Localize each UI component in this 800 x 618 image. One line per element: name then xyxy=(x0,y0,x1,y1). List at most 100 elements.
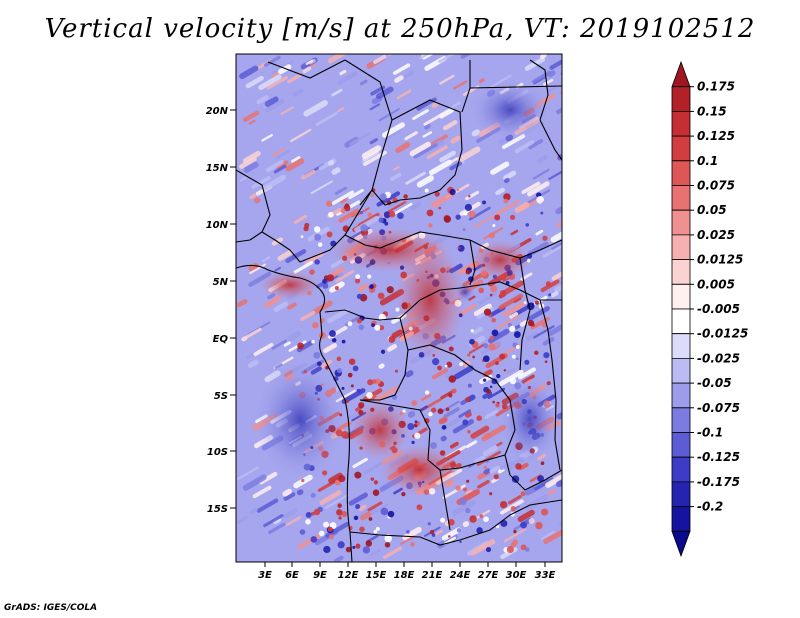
velocity-streak xyxy=(324,494,349,509)
velocity-streak xyxy=(242,474,267,491)
velocity-speckle xyxy=(545,281,551,287)
velocity-speckle xyxy=(534,300,539,305)
velocity-speckle xyxy=(347,321,353,327)
velocity-streak xyxy=(498,369,524,387)
velocity-speckle xyxy=(489,385,493,389)
velocity-speckle xyxy=(384,221,389,226)
velocity-speckle xyxy=(427,522,431,526)
velocity-speckle xyxy=(352,365,359,372)
velocity-speckle xyxy=(484,432,490,439)
velocity-speckle xyxy=(444,364,448,368)
velocity-speckle xyxy=(491,329,499,337)
velocity-streak xyxy=(327,308,349,324)
velocity-streak xyxy=(540,279,560,293)
downdraft-area xyxy=(455,282,475,302)
lat-label: 15N xyxy=(206,163,229,174)
velocity-speckle xyxy=(537,475,545,482)
velocity-speckle xyxy=(482,378,487,382)
velocity-streak xyxy=(405,171,426,185)
velocity-streak xyxy=(378,363,385,369)
velocity-speckle xyxy=(388,335,396,343)
velocity-streak xyxy=(542,245,562,258)
velocity-streak xyxy=(376,191,401,207)
velocity-speckle xyxy=(365,540,373,547)
velocity-streak xyxy=(547,70,556,78)
velocity-streak xyxy=(412,109,429,121)
velocity-speckle xyxy=(355,274,361,280)
velocity-speckle xyxy=(465,397,470,402)
downdraft-area xyxy=(470,80,550,140)
velocity-speckle xyxy=(304,222,310,228)
velocity-streak xyxy=(524,57,545,71)
velocity-speckle xyxy=(525,223,529,227)
velocity-streak xyxy=(482,391,493,399)
velocity-speckle xyxy=(509,214,516,220)
velocity-speckle xyxy=(359,210,364,215)
colorbar-swatch xyxy=(671,333,691,359)
colorbar-swatch xyxy=(671,185,691,211)
velocity-speckle xyxy=(411,400,418,407)
velocity-streak xyxy=(364,461,383,475)
velocity-streak xyxy=(239,65,259,80)
velocity-speckle xyxy=(483,465,487,470)
velocity-streak xyxy=(521,181,541,195)
colorbar-label: -0.05 xyxy=(697,376,732,390)
colorbar-label: 0.025 xyxy=(697,228,735,242)
velocity-streak xyxy=(358,504,367,511)
colorbar-swatch xyxy=(671,160,691,186)
velocity-speckle xyxy=(544,360,548,364)
velocity-streak xyxy=(319,359,333,369)
velocity-streak xyxy=(357,283,368,292)
velocity-speckle xyxy=(355,504,361,510)
velocity-speckle xyxy=(472,355,476,359)
velocity-speckle xyxy=(371,323,375,328)
velocity-streak xyxy=(271,339,288,350)
velocity-streak xyxy=(452,419,474,434)
velocity-speckle xyxy=(367,379,374,386)
velocity-speckle xyxy=(463,487,467,492)
velocity-streak xyxy=(301,169,316,180)
colorbar-label: 0.0125 xyxy=(697,253,743,267)
velocity-speckle xyxy=(300,235,304,239)
velocity-streak xyxy=(387,201,405,213)
velocity-speckle xyxy=(426,209,434,217)
velocity-streak xyxy=(458,409,472,418)
velocity-streak xyxy=(557,151,562,161)
velocity-streak xyxy=(431,368,448,380)
velocity-speckle xyxy=(336,509,343,516)
velocity-speckle xyxy=(354,471,362,479)
lon-label: 15E xyxy=(366,570,387,581)
velocity-streak xyxy=(495,187,505,196)
lon-label: 27E xyxy=(478,570,499,581)
velocity-streak xyxy=(426,145,448,160)
velocity-streak xyxy=(525,331,539,341)
velocity-speckle xyxy=(373,480,379,485)
colorbar-label: -0.175 xyxy=(697,475,740,489)
velocity-streak xyxy=(249,507,258,515)
colorbar-label: -0.1 xyxy=(697,426,723,440)
colorbar-swatch xyxy=(671,209,691,236)
colorbar-swatch xyxy=(671,86,691,112)
velocity-speckle xyxy=(459,362,464,367)
velocity-streak xyxy=(502,301,526,317)
velocity-speckle xyxy=(493,474,499,480)
velocity-speckle xyxy=(322,282,329,289)
colorbar-label: -0.0125 xyxy=(697,327,748,341)
lon-label: 24E xyxy=(450,570,471,581)
velocity-speckle xyxy=(496,373,501,379)
velocity-streak xyxy=(471,129,481,137)
velocity-speckle xyxy=(424,390,430,395)
velocity-speckle xyxy=(495,361,499,366)
velocity-speckle xyxy=(305,518,311,525)
velocity-streak xyxy=(453,80,468,90)
velocity-speckle xyxy=(462,419,469,426)
velocity-streak xyxy=(323,343,338,354)
velocity-streak xyxy=(315,112,338,126)
velocity-streak xyxy=(460,54,483,59)
velocity-speckle xyxy=(488,232,495,239)
lon-label: 30E xyxy=(506,570,527,581)
velocity-speckle xyxy=(309,269,315,275)
velocity-streak xyxy=(498,138,506,145)
velocity-streak xyxy=(243,161,259,173)
velocity-speckle xyxy=(505,280,510,285)
